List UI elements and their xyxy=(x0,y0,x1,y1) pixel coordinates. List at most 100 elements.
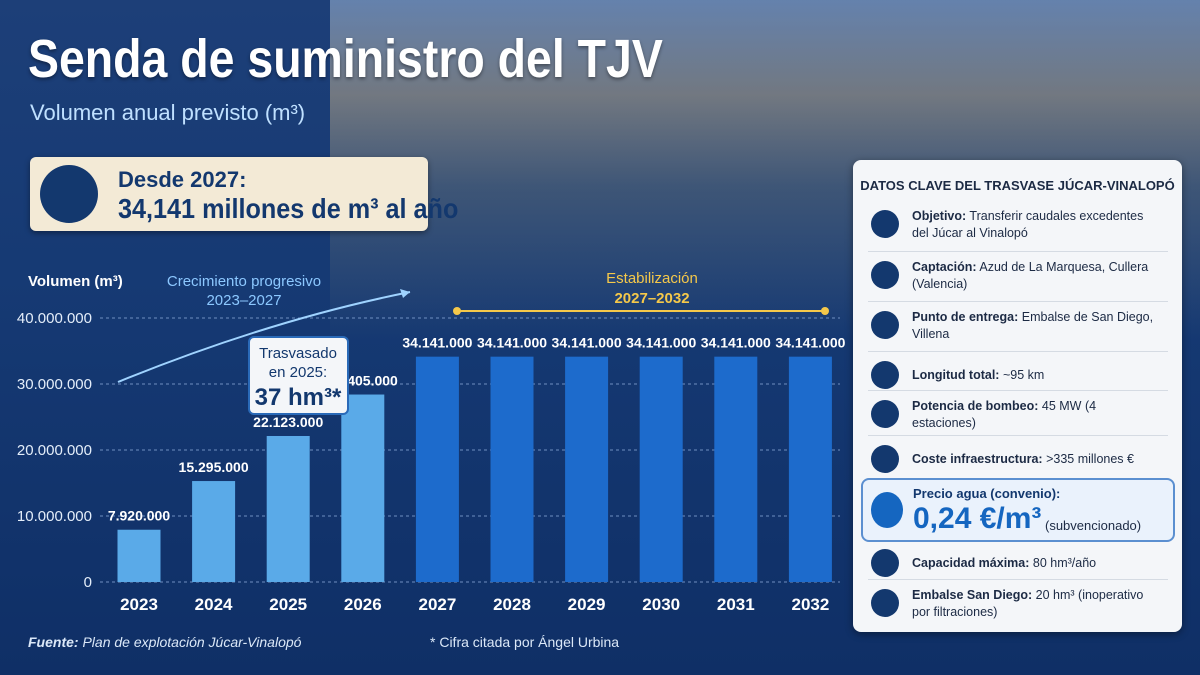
price-label: Precio agua (convenio): xyxy=(913,486,1061,501)
row-separator xyxy=(868,435,1168,436)
y-tick-label: 20.000.000 xyxy=(17,442,92,459)
water-icon xyxy=(40,165,98,223)
row-text: Capacidad máxima: 80 hm³/año xyxy=(912,555,1162,572)
y-tick-label: 40.000.000 xyxy=(17,310,92,327)
y-axis-label: Volumen (m³) xyxy=(28,273,123,290)
title: Senda de suministro del TJV xyxy=(28,29,663,89)
row-value: Embalse de San Diego, Villena xyxy=(912,310,1154,341)
row-text: Captación: Azud de La Marquesa, Cullera … xyxy=(912,259,1162,293)
growth-note: 2023–2027 xyxy=(206,292,281,309)
row-label: Coste infraestructura: xyxy=(912,452,1043,466)
row-label: Captación: xyxy=(912,260,977,274)
stable-note: Estabilización xyxy=(606,270,698,287)
source: Fuente: Plan de explotación Júcar-Vinalo… xyxy=(28,634,301,650)
highlight-value: 34,141 millones de m³ al año xyxy=(118,193,459,224)
bar xyxy=(192,481,236,582)
callout-text: Trasvasado xyxy=(259,345,337,362)
bar xyxy=(341,394,385,582)
price-box: Precio agua (convenio): 0,24 €/m³ (subve… xyxy=(861,478,1175,542)
row-text: Longitud total: ~95 km xyxy=(912,367,1162,384)
bar xyxy=(639,356,683,582)
row-icon xyxy=(871,445,899,473)
stable-note: 2027–2032 xyxy=(614,290,689,307)
row-text: Embalse San Diego: 20 hm³ (inoperativo p… xyxy=(912,587,1162,621)
row-label: Objetivo: xyxy=(912,209,967,223)
row-value: 20 hm³ (inoperativo por filtraciones) xyxy=(912,588,1144,619)
row-value: 45 MW (4 estaciones) xyxy=(912,399,1097,430)
row-value: Transferir caudales excedentes del Júcar… xyxy=(912,209,1144,240)
row-separator xyxy=(868,301,1168,302)
panel-title: DATOS CLAVE DEL TRASVASE JÚCAR-VINALOPÓ xyxy=(860,178,1175,193)
x-tick-label: 2031 xyxy=(717,595,755,614)
highlight-box: Desde 2027: 34,141 millones de m³ al año xyxy=(30,157,458,231)
row-text: Potencia de bombeo: 45 MW (4 estaciones) xyxy=(912,398,1162,432)
row-icon xyxy=(871,361,899,389)
row-text: Objetivo: Transferir caudales excedentes… xyxy=(912,208,1162,242)
row-text: Punto de entrega: Embalse de San Diego, … xyxy=(912,309,1162,343)
chart: Volumen (m³) 0 10.000.000 20.000.000 30.000.… xyxy=(16,270,845,614)
row-label: Embalse San Diego: xyxy=(912,588,1033,602)
source-label: Fuente: xyxy=(28,634,79,650)
row-icon xyxy=(871,210,899,238)
bar xyxy=(117,529,161,582)
bar xyxy=(415,356,459,582)
value-label: 34.141.000 xyxy=(701,335,771,351)
stable-dot xyxy=(821,307,829,315)
value-label: 34.141.000 xyxy=(552,335,622,351)
stable-dot xyxy=(453,307,461,315)
source-text: Plan de explotación Júcar-Vinalopó xyxy=(82,634,302,650)
row-icon xyxy=(871,311,899,339)
bar xyxy=(565,356,609,582)
row-label: Potencia de bombeo: xyxy=(912,399,1039,413)
value-label: 34.141.000 xyxy=(477,335,547,351)
growth-note: Crecimiento progresivo xyxy=(167,273,321,290)
row-icon xyxy=(871,589,899,617)
row-label: Capacidad máxima: xyxy=(912,556,1030,570)
row-value: 80 hm³/año xyxy=(1032,556,1097,570)
x-tick-label: 2024 xyxy=(195,595,233,614)
row-value: >335 millones € xyxy=(1046,452,1134,466)
highlight-label: Desde 2027: xyxy=(118,167,247,192)
row-value: Azud de La Marquesa, Cullera (Valencia) xyxy=(912,260,1149,291)
x-tick-label: 2026 xyxy=(344,595,382,614)
y-tick-label: 30.000.000 xyxy=(17,376,92,393)
footnote: * Cifra citada por Ángel Urbina xyxy=(430,634,620,650)
row-text: Coste infraestructura: >335 millones € xyxy=(912,451,1162,468)
row-value: ~95 km xyxy=(1002,368,1045,382)
value-label: 34.141.000 xyxy=(626,335,696,351)
subtitle: Volumen anual previsto (m³) xyxy=(30,100,306,125)
row-icon xyxy=(871,549,899,577)
x-tick-label: 2032 xyxy=(791,595,829,614)
growth-arrow xyxy=(117,291,411,383)
price-value: 0,24 €/m³ xyxy=(913,502,1042,535)
arrow-head xyxy=(400,289,410,298)
x-tick-label: 2028 xyxy=(493,595,531,614)
callout-box xyxy=(248,336,349,415)
value-label: 34.141.000 xyxy=(775,335,845,351)
value-label: 34.141.000 xyxy=(402,335,472,351)
bar xyxy=(266,435,310,582)
callout-value: 37 hm³* xyxy=(255,384,342,411)
row-label: Punto de entrega: xyxy=(912,310,1019,324)
bar xyxy=(714,356,758,582)
drop-icon xyxy=(871,492,903,528)
x-tick-label: 2030 xyxy=(642,595,680,614)
row-separator xyxy=(868,351,1168,352)
value-label: 7.920.000 xyxy=(108,508,170,524)
row-separator xyxy=(868,251,1168,252)
price-note: (subvencionado) xyxy=(1045,518,1142,533)
x-tick-label: 2027 xyxy=(418,595,456,614)
x-tick-label: 2023 xyxy=(120,595,158,614)
value-label: 22.123.000 xyxy=(253,414,323,430)
bar xyxy=(490,356,534,582)
value-label: 15.295.000 xyxy=(179,459,249,475)
y-tick-label: 10.000.000 xyxy=(17,508,92,525)
callout-text: en 2025: xyxy=(269,364,327,381)
x-tick-label: 2025 xyxy=(269,595,307,614)
bar xyxy=(788,356,832,582)
key-data-panel: DATOS CLAVE DEL TRASVASE JÚCAR-VINALOPÓ … xyxy=(853,160,1182,632)
y-tick-label: 0 xyxy=(84,574,92,591)
row-icon xyxy=(871,400,899,428)
row-label: Longitud total: xyxy=(912,368,1000,382)
